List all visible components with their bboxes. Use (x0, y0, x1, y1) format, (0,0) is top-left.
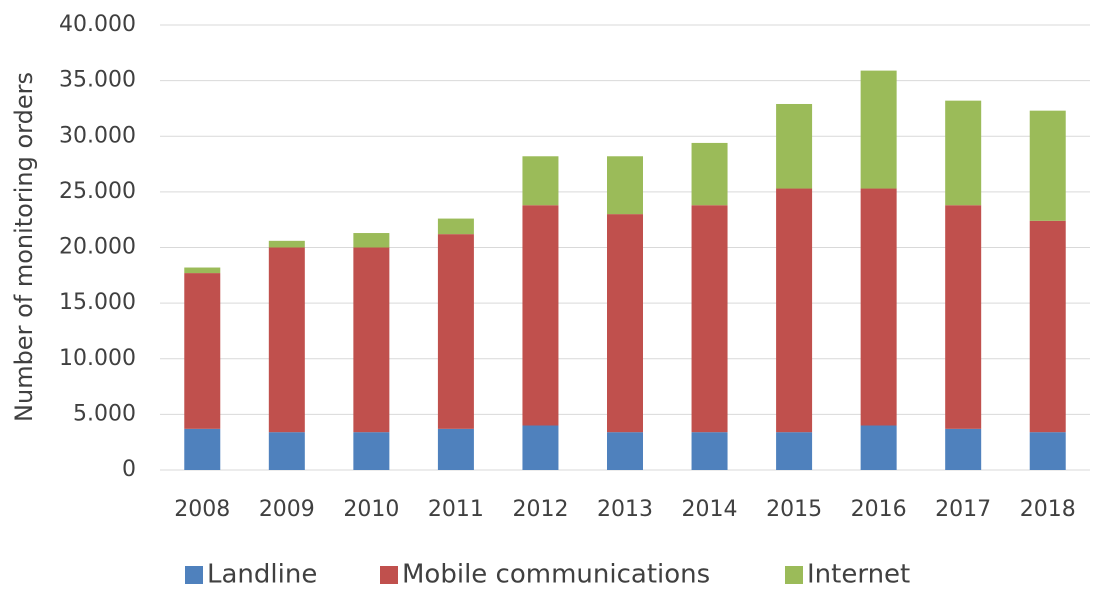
bar-segment (437, 234, 474, 429)
x-tick-label: 2016 (851, 497, 907, 522)
bar-segment (860, 425, 897, 470)
x-tick-label: 2011 (428, 497, 484, 522)
bar-segment (353, 247, 390, 433)
bar-segment (691, 142, 728, 206)
x-tick-label: 2018 (1020, 497, 1076, 522)
x-tick-label: 2014 (682, 497, 738, 522)
bar-segment (184, 428, 221, 470)
x-tick-label: 2013 (597, 497, 653, 522)
x-tick-label: 2015 (766, 497, 822, 522)
bar-segment (945, 428, 982, 470)
y-tick-label: 40.000 (59, 12, 136, 37)
bar-segment (522, 205, 559, 426)
bar-segment (691, 432, 728, 470)
x-tick-label: 2017 (935, 497, 991, 522)
x-tick-label: 2008 (174, 497, 230, 522)
legend-label: Landline (207, 560, 317, 590)
bar-segment (945, 205, 982, 429)
bar-segment (522, 425, 559, 470)
y-axis-title: Number of monitoring orders (10, 72, 38, 422)
legend-label: Internet (807, 560, 910, 590)
bar-segment (1029, 432, 1066, 470)
bar-segment (607, 214, 643, 433)
y-tick-label: 35.000 (59, 68, 136, 93)
bar-segment (353, 432, 390, 470)
bar-segment (860, 70, 897, 189)
y-tick-label: 20.000 (59, 235, 136, 260)
y-tick-label: 5.000 (73, 401, 136, 426)
y-tick-label: 15.000 (59, 290, 136, 315)
bar-segment (776, 188, 813, 433)
legend-swatch (185, 566, 203, 584)
bar-segment (945, 100, 982, 206)
bar-segment (860, 188, 897, 426)
legend-swatch (380, 566, 398, 584)
bar-segment (437, 218, 474, 235)
y-tick-label: 30.000 (59, 123, 136, 148)
legend-label: Mobile communications (402, 560, 710, 590)
bar-segment (691, 205, 728, 433)
x-tick-label: 2009 (259, 497, 315, 522)
y-tick-label: 0 (122, 457, 136, 482)
bar-segment (184, 267, 221, 274)
x-tick-label: 2010 (343, 497, 399, 522)
bar-segment (776, 432, 813, 470)
bar-segment (1029, 220, 1066, 433)
legend-swatch (785, 566, 803, 584)
bar-segment (268, 432, 305, 470)
bar-segment (522, 156, 559, 206)
y-tick-label: 25.000 (59, 179, 136, 204)
y-tick-label: 10.000 (59, 346, 136, 371)
bar-segment (607, 156, 643, 215)
bar-segment (353, 233, 390, 248)
x-tick-label: 2012 (512, 497, 568, 522)
bar-segment (776, 103, 813, 189)
bar-segment (607, 432, 643, 470)
bar-segment (268, 240, 305, 248)
bar-segment (184, 273, 221, 429)
bar-segment (268, 247, 305, 433)
bar-segment (1029, 110, 1066, 221)
bar-segment (437, 428, 474, 470)
